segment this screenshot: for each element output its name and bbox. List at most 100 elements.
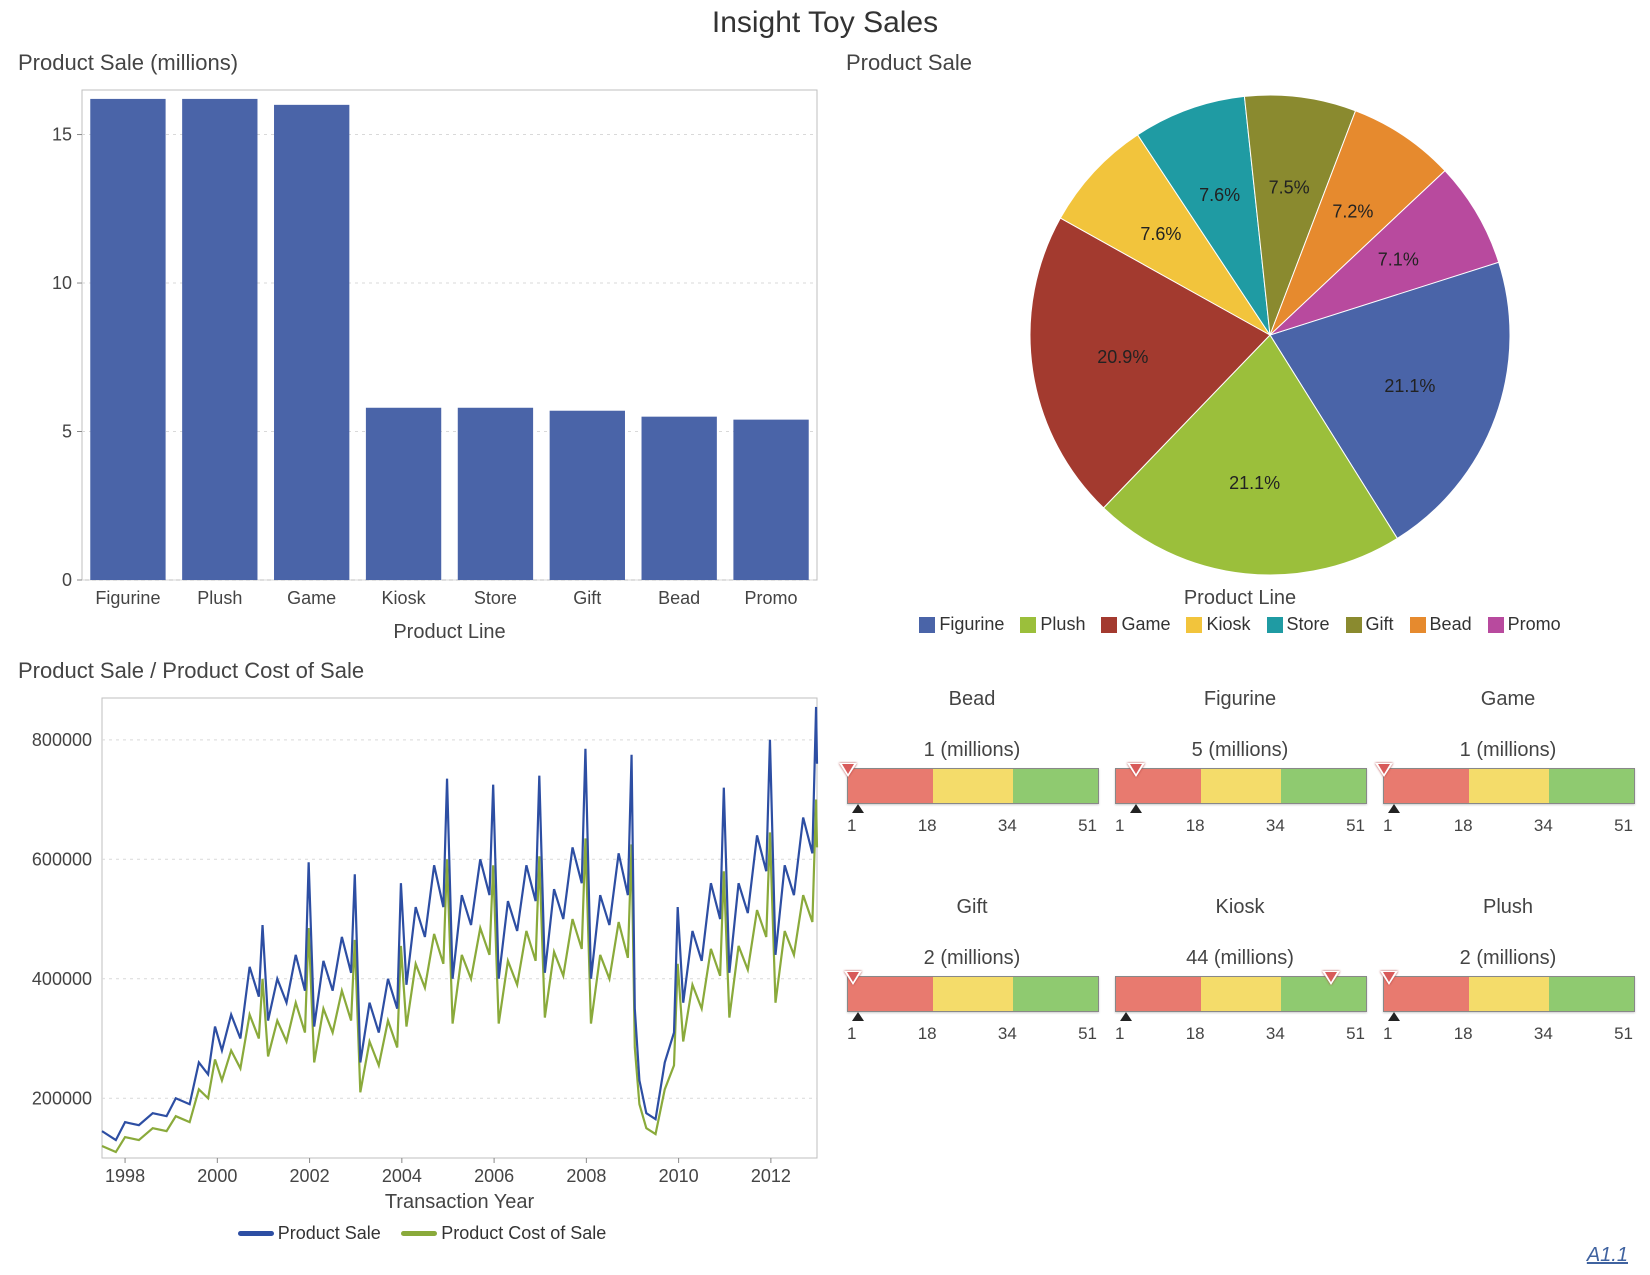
svg-text:7.2%: 7.2% bbox=[1332, 201, 1373, 221]
bullet-target-icon bbox=[852, 1012, 864, 1021]
bullet-target-icon bbox=[1388, 1012, 1400, 1021]
svg-text:Figurine: Figurine bbox=[95, 588, 160, 608]
bullet-zone bbox=[1281, 769, 1366, 803]
bullet-zone bbox=[1013, 769, 1098, 803]
bullet-tick: 1 bbox=[847, 1024, 856, 1044]
bullet-kiosk: Kiosk44 (millions)1183451 bbox=[1115, 896, 1365, 1044]
bullet-tick: 18 bbox=[1454, 1024, 1473, 1044]
bullet-ticks: 1 18 34 51 bbox=[1115, 816, 1365, 836]
legend-item-game: Game bbox=[1101, 614, 1170, 635]
bullet-value: 2 (millions) bbox=[847, 947, 1097, 970]
bullet-ticks: 1183451 bbox=[847, 816, 1097, 836]
bullet-zone bbox=[1469, 769, 1549, 803]
bullet-tick: 18 bbox=[1454, 816, 1473, 836]
legend-swatch bbox=[1410, 617, 1426, 633]
svg-text:7.5%: 7.5% bbox=[1269, 177, 1310, 197]
legend-item-figurine: Figurine bbox=[919, 614, 1004, 635]
bullet-ticks: 1183451 bbox=[1115, 1024, 1365, 1044]
bullet-marker-icon bbox=[1380, 971, 1398, 985]
bullet-tick: 1 bbox=[1383, 1024, 1392, 1044]
bullet-tick: 18 bbox=[1186, 1024, 1205, 1044]
bullet-tick: 51 bbox=[1614, 1024, 1633, 1044]
bullet-zone bbox=[1549, 977, 1634, 1011]
pie-legend: Figurine Plush Game Kiosk Store Gift Bead Promo bbox=[840, 614, 1640, 638]
legend-item-cost: Product Cost of Sale bbox=[401, 1223, 606, 1244]
svg-text:Bead: Bead bbox=[658, 588, 700, 608]
bullet-tick: 1 bbox=[1115, 1024, 1124, 1044]
bullet-zone bbox=[1116, 977, 1201, 1011]
legend-item-bead: Bead bbox=[1410, 614, 1472, 635]
line-chart: 2000004000006000008000001998200020022004… bbox=[12, 688, 827, 1218]
svg-text:Transaction Year: Transaction Year bbox=[385, 1191, 535, 1213]
bullet-target-icon bbox=[1130, 804, 1142, 813]
bullet-tick: 18 bbox=[1186, 816, 1205, 836]
bullet-zone bbox=[933, 977, 1013, 1011]
svg-text:21.1%: 21.1% bbox=[1229, 473, 1280, 493]
svg-text:Game: Game bbox=[287, 588, 336, 608]
legend-label: Gift bbox=[1366, 614, 1394, 635]
legend-swatch bbox=[1346, 617, 1362, 633]
bullet-plush: Plush2 (millions)1183451 bbox=[1383, 896, 1633, 1044]
legend-swatch bbox=[1186, 617, 1202, 633]
bullet-tick: 34 bbox=[998, 816, 1017, 836]
bullet-grid: Bead1 (millions)1183451Figurine5 (millio… bbox=[840, 658, 1640, 1044]
svg-text:2010: 2010 bbox=[659, 1166, 699, 1186]
bullet-bar bbox=[1115, 768, 1367, 804]
bullet-tick: 18 bbox=[918, 1024, 937, 1044]
bullet-tick: 51 bbox=[1346, 816, 1365, 836]
pie-chart-panel: Product Sale 21.1%21.1%20.9%7.6%7.6%7.5%… bbox=[840, 50, 1640, 650]
bullet-zone bbox=[848, 769, 933, 803]
legend-label: Kiosk bbox=[1206, 614, 1250, 635]
bullet-marker-icon bbox=[839, 763, 857, 777]
bullet-tick: 34 bbox=[1534, 1024, 1553, 1044]
footer-label: A1.1 bbox=[1587, 1244, 1628, 1267]
svg-text:1998: 1998 bbox=[105, 1166, 145, 1186]
svg-text:21.1%: 21.1% bbox=[1384, 376, 1435, 396]
bullet-tick: 51 bbox=[1078, 1024, 1097, 1044]
bullet-value: 1 (millions) bbox=[847, 739, 1097, 762]
bullet-ticks: 1183451 bbox=[1383, 816, 1633, 836]
bullet-title: Kiosk bbox=[1115, 896, 1365, 919]
bullet-zone bbox=[1201, 769, 1281, 803]
bullet-ticks: 1 18 34 51 bbox=[1383, 1024, 1633, 1044]
bullet-zone bbox=[1201, 977, 1281, 1011]
svg-text:0: 0 bbox=[62, 570, 72, 590]
bullet-tick: 34 bbox=[1534, 816, 1553, 836]
legend-swatch bbox=[1020, 617, 1036, 633]
bullet-title: Gift bbox=[847, 896, 1097, 919]
legend-label: Plush bbox=[1040, 614, 1085, 635]
bar-chart-panel: Product Sale (millions) 051015FigurinePl… bbox=[12, 50, 832, 650]
bullet-zone bbox=[1013, 977, 1098, 1011]
legend-label: Figurine bbox=[939, 614, 1004, 635]
bullet-value: 44 (millions) bbox=[1115, 947, 1365, 970]
legend-item-promo: Promo bbox=[1488, 614, 1561, 635]
legend-item-gift: Gift bbox=[1346, 614, 1394, 635]
svg-text:7.1%: 7.1% bbox=[1378, 250, 1419, 270]
legend-swatch bbox=[919, 617, 935, 633]
line-legend: Product Sale Product Cost of Sale bbox=[12, 1223, 832, 1244]
bullet-tick: 1 bbox=[1115, 816, 1124, 836]
svg-text:15: 15 bbox=[52, 125, 72, 145]
svg-text:Plush: Plush bbox=[197, 588, 242, 608]
legend-label: Store bbox=[1287, 614, 1330, 635]
legend-swatch bbox=[1488, 617, 1504, 633]
svg-text:5: 5 bbox=[62, 422, 72, 442]
bullet-tick: 34 bbox=[1266, 816, 1285, 836]
pie-legend-title: Product Line bbox=[840, 587, 1640, 610]
bullet-marker-icon bbox=[1322, 971, 1340, 985]
bullet-zone bbox=[1469, 977, 1549, 1011]
bar-chart-title: Product Sale (millions) bbox=[12, 50, 832, 80]
bar-chart: 051015FigurinePlushGameKioskStoreGiftBea… bbox=[12, 80, 827, 650]
bullet-gift: Gift2 (millions)1183451 bbox=[847, 896, 1097, 1044]
bullet-tick: 1 bbox=[847, 816, 856, 836]
bullet-tick: 51 bbox=[1614, 816, 1633, 836]
legend-swatch bbox=[1267, 617, 1283, 633]
legend-label-cost: Product Cost of Sale bbox=[441, 1223, 606, 1244]
bullet-bar bbox=[847, 976, 1099, 1012]
legend-item-store: Store bbox=[1267, 614, 1330, 635]
bullet-title: Game bbox=[1383, 688, 1633, 711]
pie-chart-title: Product Sale bbox=[840, 50, 1640, 80]
bullet-zone bbox=[1549, 769, 1634, 803]
svg-text:Product Line: Product Line bbox=[393, 621, 505, 643]
bullet-figurine: Figurine5 (millions)1183451 bbox=[1115, 688, 1365, 836]
